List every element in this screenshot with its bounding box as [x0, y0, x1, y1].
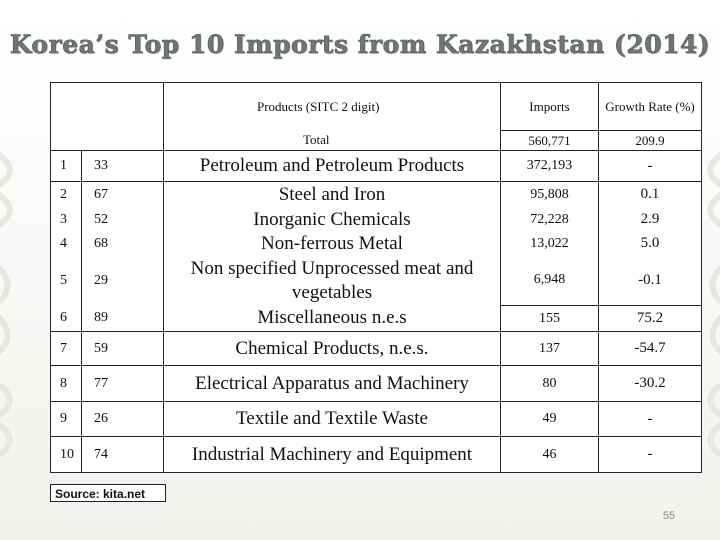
imports-cell: 13,022 [500, 231, 599, 256]
growth-cell: - [598, 401, 702, 437]
table-row: 8 77 Electrical Apparatus and Machinery … [50, 365, 702, 402]
product-cell: Petroleum and Petroleum Products [163, 150, 501, 182]
product-cell: Electrical Apparatus and Machinery [163, 365, 501, 402]
page-number: 55 [662, 510, 676, 522]
total-growth: 209.9 [598, 130, 702, 151]
product-cell: Non specified Unprocessed meat and veget… [163, 255, 501, 306]
header-corner-cell [50, 82, 164, 131]
product-cell: Miscellaneous n.e.s [163, 305, 501, 332]
table-header-row: Products (SITC 2 digit) Imports Growth R… [50, 82, 702, 131]
sitc-code-cell: 26 [81, 401, 164, 437]
rank-cell: 3 [50, 207, 82, 232]
product-cell: Steel and Iron [163, 181, 501, 208]
total-row: Total 560,771 209.9 [50, 130, 702, 151]
table-row: 2 67 Steel and Iron 95,808 0.1 [50, 181, 702, 208]
growth-cell: -0.1 [598, 255, 702, 306]
rank-cell: 9 [50, 401, 82, 437]
table-row: 4 68 Non-ferrous Metal 13,022 5.0 [50, 231, 702, 256]
sitc-code-cell: 29 [81, 255, 164, 306]
imports-cell: 72,228 [500, 207, 599, 232]
sitc-code-cell: 77 [81, 365, 164, 402]
sitc-code-cell: 89 [81, 305, 164, 332]
imports-cell: 372,193 [500, 150, 599, 182]
product-cell: Chemical Products, n.e.s. [163, 331, 501, 366]
growth-cell: 75.2 [598, 305, 702, 332]
table-row: 1 33 Petroleum and Petroleum Products 37… [50, 150, 702, 182]
imports-cell: 137 [500, 331, 599, 366]
total-label: Total [163, 130, 501, 151]
imports-cell: 49 [500, 401, 599, 437]
sitc-code-cell: 67 [81, 181, 164, 208]
sitc-code-cell: 74 [81, 436, 164, 473]
imports-cell: 95,808 [500, 181, 599, 208]
imports-cell: 46 [500, 436, 599, 473]
rank-cell: 8 [50, 365, 82, 402]
product-cell: Inorganic Chemicals [163, 207, 501, 232]
product-cell: Non-ferrous Metal [163, 231, 501, 256]
growth-cell: -54.7 [598, 331, 702, 366]
imports-cell: 155 [500, 305, 599, 332]
table-row: 6 89 Miscellaneous n.e.s 155 75.2 [50, 305, 702, 332]
rank-cell: 6 [50, 305, 82, 332]
rank-cell: 5 [50, 255, 82, 306]
sitc-code-cell: 59 [81, 331, 164, 366]
growth-cell: - [598, 436, 702, 473]
total-imports: 560,771 [500, 130, 599, 151]
table-row: 3 52 Inorganic Chemicals 72,228 2.9 [50, 207, 702, 232]
table-row: 10 74 Industrial Machinery and Equipment… [50, 436, 702, 473]
header-imports: Imports [500, 82, 599, 131]
sitc-code-cell: 68 [81, 231, 164, 256]
growth-cell: 0.1 [598, 181, 702, 208]
rank-cell: 7 [50, 331, 82, 366]
rank-cell: 1 [50, 150, 82, 182]
table-row: 7 59 Chemical Products, n.e.s. 137 -54.7 [50, 331, 702, 366]
imports-cell: 80 [500, 365, 599, 402]
rank-cell: 10 [50, 436, 82, 473]
header-growth-rate: Growth Rate (%) [598, 82, 702, 131]
table-row: 9 26 Textile and Textile Waste 49 - [50, 401, 702, 437]
page-title: Korea’s Top 10 Imports from Kazakhstan (… [9, 30, 711, 60]
source-note: Source: kita.net [50, 484, 166, 502]
growth-cell: -30.2 [598, 365, 702, 402]
imports-cell: 6,948 [500, 255, 599, 306]
growth-cell: 2.9 [598, 207, 702, 232]
rank-cell: 2 [50, 181, 82, 208]
rank-cell: 4 [50, 231, 82, 256]
growth-cell: 5.0 [598, 231, 702, 256]
imports-table: Products (SITC 2 digit) Imports Growth R… [50, 82, 702, 473]
table-row: 5 29 Non specified Unprocessed meat and … [50, 255, 702, 306]
product-cell: Textile and Textile Waste [163, 401, 501, 437]
growth-cell: - [598, 150, 702, 182]
sitc-code-cell: 52 [81, 207, 164, 232]
header-products: Products (SITC 2 digit) [163, 82, 501, 131]
product-cell: Industrial Machinery and Equipment [163, 436, 501, 473]
total-corner-cell [50, 130, 164, 151]
sitc-code-cell: 33 [81, 150, 164, 182]
